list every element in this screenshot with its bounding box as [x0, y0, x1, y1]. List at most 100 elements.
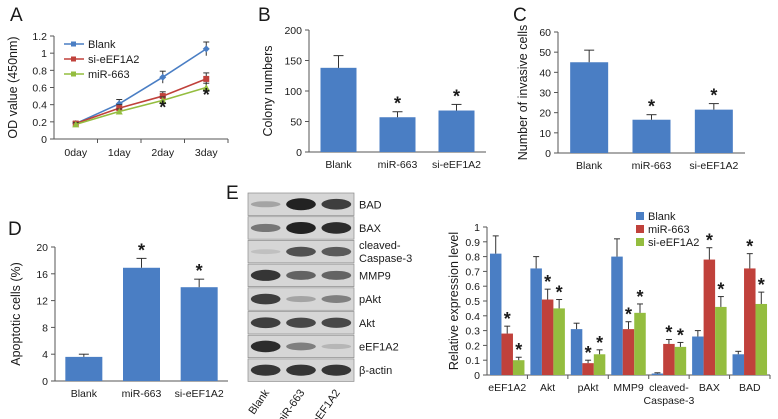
panel-a-legend-marker — [71, 56, 76, 62]
panel-e-bar — [663, 343, 675, 375]
panel-e-legend-label: si-eEF1A2 — [648, 237, 699, 249]
panel-e-bar — [593, 354, 606, 375]
panel-c-bar — [632, 119, 671, 153]
panel-e-significance-star: * — [556, 283, 563, 303]
panel-c-x-tick-label: si-eEF1A2 — [689, 160, 738, 172]
panel-d-x-tick-label: miR-663 — [122, 388, 162, 400]
panel-e-bar — [744, 268, 756, 375]
panel-b-colony-bar-chart: 0 50 100 150 200 Colony numbers Blank * miR-663 *… — [261, 25, 486, 171]
panel-d-bar — [123, 267, 160, 381]
panel-e-western-blot: BAD BAX cleaved-Caspase-3 MMP9 pAkt Akt eEF1A2… — [247, 192, 412, 419]
panel-a-y-tick-label: 0.8 — [32, 65, 47, 77]
panel-b-bar — [320, 67, 357, 152]
panel-e-x-tick-label: BAD — [739, 382, 761, 394]
blot-band — [321, 246, 352, 257]
panel-c-y-tick-label: 20 — [539, 108, 551, 120]
panel-a-x-tick-label: 2day — [151, 147, 175, 159]
panel-d-apoptosis-bar-chart: 0 4 8 12 16 20 Apoptotic cells (%) Blank * miR-66… — [9, 240, 228, 400]
panel-b-bar — [379, 117, 416, 152]
panel-e-significance-star: * — [544, 272, 551, 292]
panel-e-y-tick-label: 0.7 — [465, 266, 480, 278]
panel-e-y-tick-label: 0.5 — [465, 296, 480, 308]
blot-band — [286, 198, 316, 211]
panel-label-b: B — [258, 5, 271, 26]
panel-e-y-tick-label: 0.8 — [465, 252, 480, 264]
panel-c-y-tick-label: 30 — [539, 88, 551, 100]
panel-a-series-line — [75, 86, 207, 126]
panel-c-significance-star: * — [710, 86, 717, 106]
panel-b-y-axis-label: Colony numbers — [261, 45, 275, 136]
panel-e-significance-star: * — [677, 325, 684, 345]
panel-e-significance-star: * — [746, 237, 753, 257]
panel-d-y-tick-label: 16 — [36, 269, 48, 281]
panel-e-bar — [703, 259, 716, 375]
panel-c-y-tick-label: 60 — [539, 27, 551, 39]
panel-e-y-axis-label: Relative expression level — [447, 232, 461, 370]
blot-band — [250, 223, 281, 233]
blot-lane-label: si-eEF1A2 — [304, 387, 343, 419]
panel-d-bar — [180, 287, 218, 381]
panel-e-legend-swatch — [636, 238, 644, 246]
blot-band — [250, 293, 281, 305]
panel-e-y-tick-label: 0.9 — [465, 237, 480, 249]
panel-e-bar — [732, 354, 745, 375]
panel-e-significance-star: * — [665, 322, 672, 342]
panel-b-significance-star: * — [453, 86, 460, 106]
panel-e-bar — [553, 308, 565, 375]
panel-a-x-tick-label: 1day — [108, 147, 132, 159]
panel-d-significance-star: * — [196, 261, 203, 281]
panel-e-bar — [622, 329, 635, 375]
blot-band — [250, 201, 281, 208]
panel-a-legend-marker — [71, 41, 76, 47]
blot-band — [321, 270, 352, 280]
panel-d-y-tick-label: 8 — [42, 322, 48, 334]
blot-band — [250, 364, 281, 376]
panel-d-y-tick-label: 4 — [42, 349, 48, 361]
panel-c-invasion-bar-chart: 0 10 20 30 40 50 60 Number of invasive cells Bla… — [516, 25, 745, 172]
panel-e-significance-star: * — [504, 309, 511, 329]
panel-a-legend-label: miR-663 — [88, 69, 130, 81]
panel-e-legend-swatch — [636, 212, 644, 220]
panel-c-y-tick-label: 10 — [539, 128, 551, 140]
panel-c-x-tick-label: miR-663 — [632, 160, 672, 172]
panel-label-e: E — [226, 183, 239, 204]
panel-a-y-tick-label: 0.4 — [32, 100, 47, 112]
panel-e-y-tick-label: 0.3 — [465, 326, 480, 338]
blot-band-label: pAkt — [359, 294, 381, 306]
panel-e-bar — [611, 256, 623, 375]
blot-band — [250, 317, 281, 329]
panel-e-x-tick-label: BAX — [699, 382, 720, 394]
blot-band-label: β-actin — [359, 365, 392, 377]
blot-band — [250, 340, 281, 353]
panel-a-x-tick-label: 3day — [195, 147, 219, 159]
panel-a-y-tick-label: 0.6 — [32, 83, 47, 95]
panel-b-y-tick-label: 200 — [284, 25, 302, 37]
panel-e-significance-star: * — [636, 287, 643, 307]
panel-b-x-tick-label: miR-663 — [378, 159, 418, 171]
blot-lane-label: miR-663 — [274, 387, 308, 419]
panel-c-bar — [570, 62, 609, 153]
panel-a-series-line — [75, 78, 207, 125]
panel-a-series-line — [75, 48, 207, 125]
blot-band — [286, 342, 316, 351]
panel-d-bar — [65, 356, 103, 381]
panel-c-y-tick-label: 50 — [539, 47, 551, 59]
panel-e-y-tick-label: 1 — [474, 222, 480, 234]
panel-d-significance-star: * — [138, 240, 145, 260]
panel-e-x-tick-label: Akt — [540, 382, 555, 394]
panel-e-bar — [530, 268, 542, 375]
panel-d-x-tick-label: si-eEF1A2 — [175, 388, 224, 400]
blot-band — [321, 364, 352, 376]
panel-e-y-tick-label: 0 — [474, 370, 480, 382]
panel-a-significance-star: * — [203, 85, 210, 105]
blot-lane-label: Blank — [247, 387, 273, 417]
blot-band — [286, 221, 316, 234]
panel-d-y-axis-label: Apoptotic cells (%) — [9, 262, 23, 366]
blot-band — [321, 198, 352, 210]
blot-band-label: Akt — [359, 318, 375, 330]
blot-band — [250, 249, 281, 255]
panel-e-bar — [512, 360, 525, 375]
panel-a-growth-curve: 0 0.2 0.4 0.6 0.8 1 1.2 OD value (450nm) 0day 1da… — [6, 31, 229, 159]
panel-b-y-tick-label: 50 — [290, 117, 302, 129]
